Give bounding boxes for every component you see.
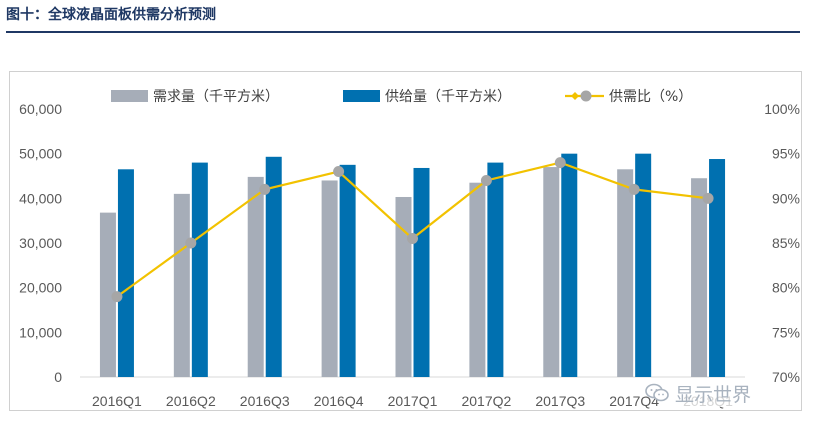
legend-diamond-ratio <box>571 92 579 100</box>
demand-bar <box>99 212 116 377</box>
y-left-tick-label: 20,000 <box>19 280 62 296</box>
supply-bar <box>487 162 504 377</box>
demand-bar <box>173 193 190 377</box>
y-left-tick-label: 0 <box>54 369 62 385</box>
wechat-icon <box>645 383 669 402</box>
watermark: 显示世界 <box>645 378 800 408</box>
watermark-text: 显示世界 <box>675 379 752 407</box>
y-right-tick-label: 80% <box>772 280 800 296</box>
figure-title: 图十：全球液晶面板供需分析预测 <box>6 7 216 23</box>
ratio-point <box>628 183 640 195</box>
y-right-tick-label: 95% <box>772 146 800 162</box>
x-tick-label: 2017Q1 <box>388 393 438 409</box>
ratio-point <box>554 157 566 169</box>
ratio-point <box>407 233 418 245</box>
supply-bar <box>117 169 134 377</box>
y-left-tick-label: 60,000 <box>19 101 62 117</box>
legend-label-demand: 需求量（千平方米） <box>153 89 279 105</box>
x-tick-label: 2016Q2 <box>166 393 216 409</box>
demand-bar <box>321 180 338 377</box>
demand-bar <box>617 169 634 377</box>
legend-label-supply: 供给量（千平方米） <box>385 89 511 105</box>
y-right-tick-label: 90% <box>772 190 800 206</box>
title-divider <box>6 31 800 33</box>
supply-bar <box>191 162 208 377</box>
x-tick-label: 2017Q2 <box>461 393 511 409</box>
y-right-tick-label: 85% <box>772 235 800 251</box>
legend-label-ratio: 供需比（%） <box>609 89 692 105</box>
supply-bar <box>561 153 578 377</box>
y-right-tick-label: 75% <box>772 324 800 340</box>
ratio-point <box>259 183 271 195</box>
y-left-tick-label: 10,000 <box>19 324 62 340</box>
x-tick-label: 2016Q1 <box>92 393 142 409</box>
y-left-tick-label: 40,000 <box>19 190 62 206</box>
supply-bar <box>339 164 356 377</box>
chart-frame <box>9 71 802 411</box>
supply-bar <box>413 167 430 377</box>
supply-bar <box>265 156 282 377</box>
ratio-point <box>185 237 197 249</box>
legend-swatch-demand <box>111 90 148 102</box>
demand-bar <box>247 176 264 377</box>
demand-bar <box>543 167 560 377</box>
demand-bar <box>469 182 486 377</box>
y-right-tick-label: 100% <box>764 101 800 117</box>
x-tick-label: 2016Q3 <box>240 393 290 409</box>
demand-bar <box>691 178 708 377</box>
demand-bar <box>395 196 412 377</box>
y-left-tick-label: 30,000 <box>19 235 62 251</box>
y-left-tick-label: 50,000 <box>19 146 62 162</box>
x-tick-label: 2017Q3 <box>535 393 585 409</box>
legend-swatch-supply <box>343 90 380 102</box>
ratio-point <box>702 192 714 204</box>
x-tick-label: 2017Q4 <box>609 393 659 409</box>
ratio-point <box>480 174 492 186</box>
ratio-point <box>111 291 123 303</box>
x-tick-label: 2016Q4 <box>314 393 364 409</box>
supply-bar <box>635 153 652 377</box>
legend-marker-ratio <box>580 90 592 102</box>
supply-bar <box>709 159 726 377</box>
ratio-point <box>333 166 345 178</box>
y-right-tick-label: 70% <box>772 369 800 385</box>
